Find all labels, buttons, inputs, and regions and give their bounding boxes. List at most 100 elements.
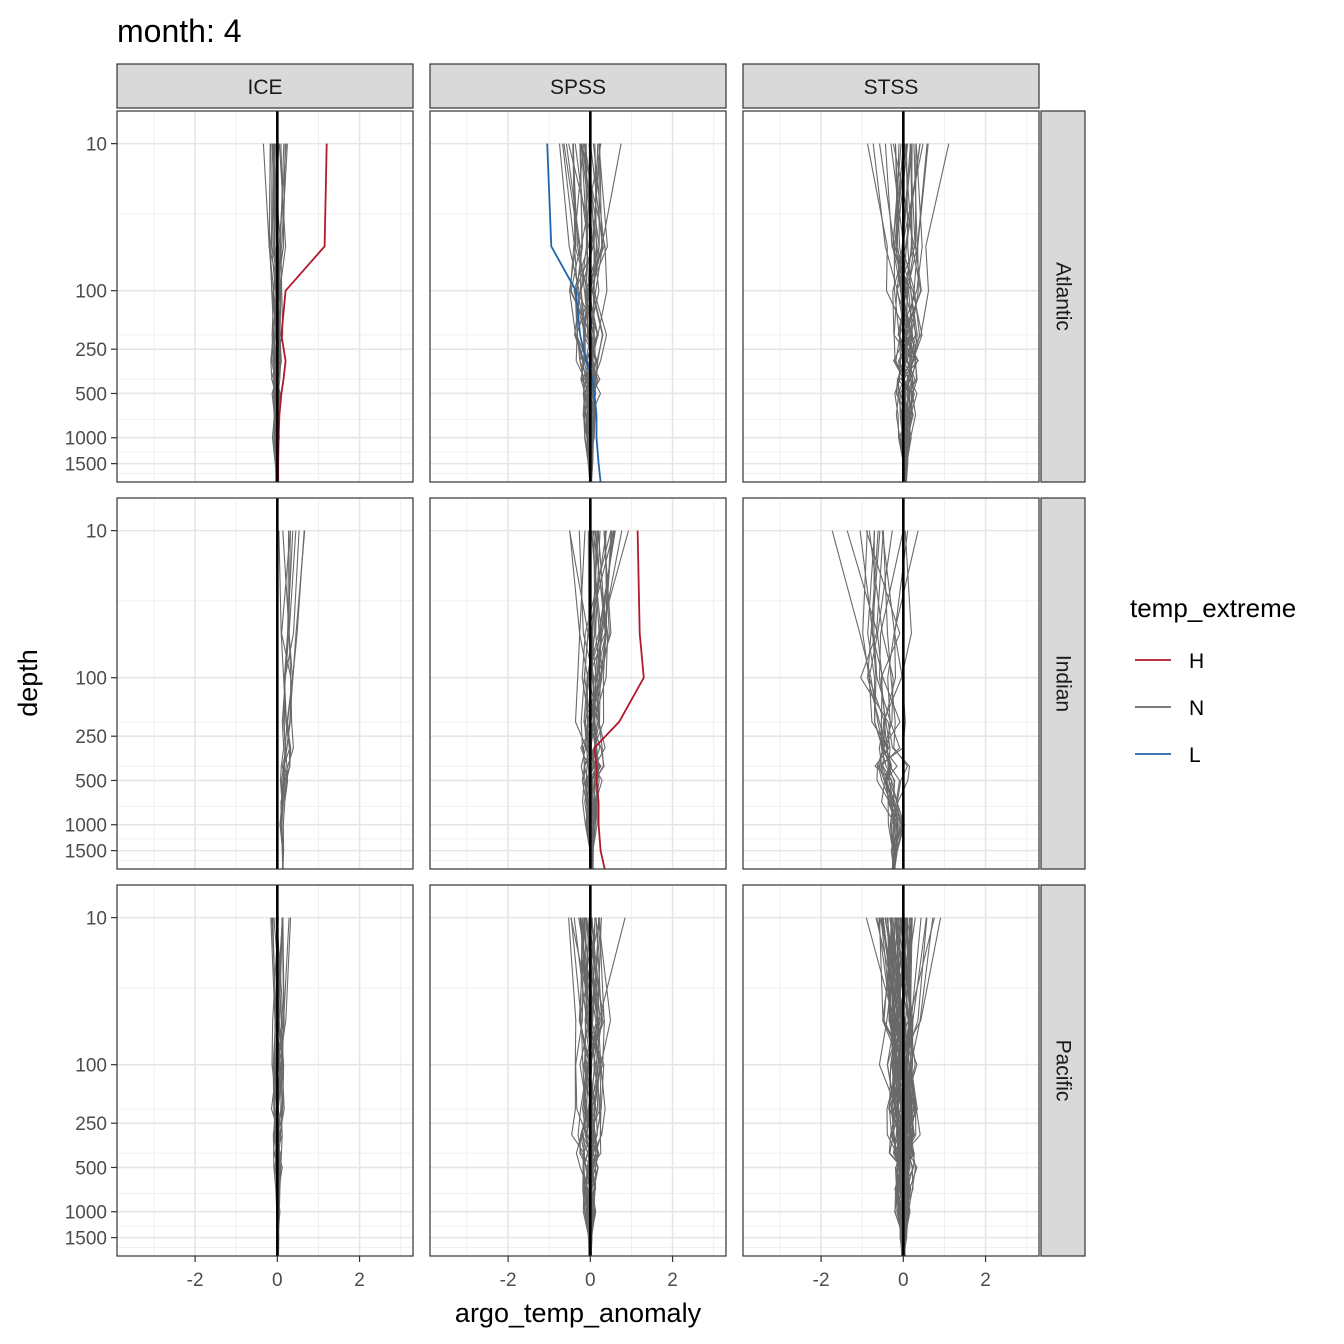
x-tick-label: 2 [354,1270,365,1291]
strip-label: ICE [247,76,282,99]
strip-background [1040,497,1086,870]
profile-line-n [859,530,898,869]
x-tick-label: -2 [813,1270,830,1291]
strip-indian: Indian [1040,497,1086,870]
profile-line-n [562,143,592,482]
y-tick-label: 500 [75,1158,107,1179]
y-tick-label: 500 [75,771,107,792]
y-tick-label: 250 [75,1114,107,1135]
panel-spss-atlantic [429,110,727,483]
y-tick-label: 100 [75,669,107,690]
legend-label: N [1189,697,1204,720]
legend: temp_extreme H N L [1130,593,1296,767]
profile-line-n [878,530,897,869]
legend-item-n: N [1135,697,1204,720]
x-tick-label: 0 [898,1270,909,1291]
y-tick-label: 10 [86,522,107,543]
profile-line-n [892,143,921,482]
y-tick-label: 100 [75,1056,107,1077]
profile-line-n [895,143,910,482]
profile-line-l [546,143,602,482]
profile-line-n [586,530,600,869]
legend-label: H [1189,650,1204,673]
panel-ice-atlantic [116,110,414,483]
panel-border [429,884,727,1257]
y-axis-title: depth [13,649,43,717]
x-tick-label: 0 [272,1270,283,1291]
panel-border [742,110,1040,483]
panel-spss-pacific [429,884,727,1257]
y-tick-label: 250 [75,727,107,748]
strip-spss: SPSS [429,63,727,109]
y-tick-label: 10 [86,909,107,930]
profile-line-n [581,917,602,1256]
strip-pacific: Pacific [1040,884,1086,1257]
profile-line-n [273,143,279,482]
panel-stss-pacific [742,884,1040,1257]
panel-border [429,497,727,870]
panel-border [116,497,414,870]
x-tick-label: -2 [187,1270,204,1291]
panel-background [430,498,726,869]
strip-stss: STSS [742,63,1040,109]
strip-label: Indian [1052,655,1075,712]
y-tick-label: 1000 [65,816,107,837]
panel-border [116,884,414,1257]
x-tick-label: 2 [667,1270,678,1291]
y-tick-label: 1000 [65,1203,107,1224]
panel-background [430,885,726,1256]
profile-line-h [593,530,645,869]
profile-lines [831,530,919,869]
strips-layer: ICE SPSS STSS Atlantic Indian Pacific [116,63,1086,1257]
panel-background [117,885,413,1256]
profile-line-n [868,530,896,869]
panel-background [117,498,413,869]
y-tick-label: 1000 [65,429,107,450]
x-axis-title: argo_temp_anomaly [455,1298,702,1328]
profile-line-n [896,917,914,1256]
strip-ice: ICE [116,63,414,109]
strip-label: Pacific [1052,1040,1075,1102]
strip-label: STSS [864,76,919,99]
profile-line-n [583,917,603,1256]
y-tick-label: 1500 [65,455,107,476]
profile-line-n [868,530,901,869]
y-tick-label: 100 [75,282,107,303]
axes-layer: 1010025050010001500101002505001000150010… [65,135,991,1291]
x-tick-label: 0 [585,1270,596,1291]
y-tick-label: 1500 [65,842,107,863]
profile-line-n [846,530,899,869]
profile-line-n [589,530,630,869]
strip-label: Atlantic [1052,262,1075,331]
panel-stss-indian [742,497,1040,870]
y-tick-label: 1500 [65,1229,107,1250]
profile-line-n [280,530,292,869]
panel-border [742,884,1040,1257]
panel-stss-atlantic [742,110,1040,483]
legend-title: temp_extreme [1130,593,1296,623]
y-tick-label: 250 [75,340,107,361]
profile-line-n [896,917,914,1256]
panel-border [429,110,727,483]
strip-background [429,63,727,109]
profile-line-n [877,530,909,869]
strip-background [742,63,1040,109]
panel-border [742,497,1040,870]
profile-lines [278,530,306,869]
chart-title: month: 4 [117,13,242,49]
profile-line-n [878,530,904,869]
panel-border [116,110,414,483]
y-tick-label: 10 [86,135,107,156]
legend-item-l: L [1135,744,1201,767]
panel-background [743,111,1039,482]
legend-label: L [1189,744,1201,767]
strip-background [1040,884,1086,1257]
profile-line-n [831,530,905,869]
strip-label: SPSS [550,76,606,99]
x-tick-label: -2 [500,1270,517,1291]
profile-line-n [570,917,597,1256]
panel-spss-indian [429,497,727,870]
legend-item-h: H [1135,650,1204,673]
x-tick-label: 2 [980,1270,991,1291]
